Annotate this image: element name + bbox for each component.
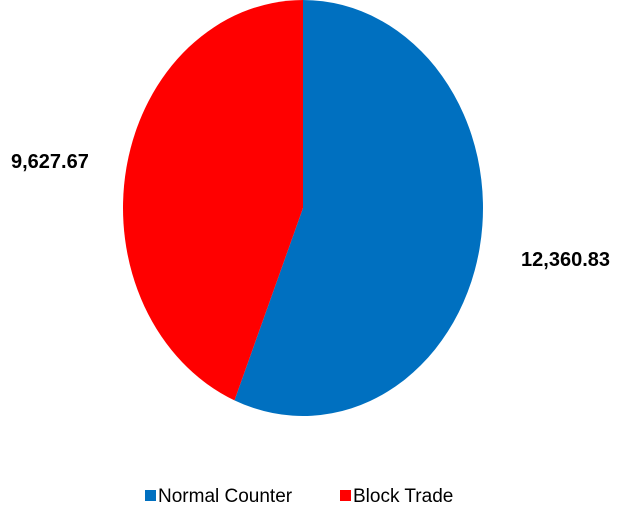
pie-slice-block-trade [123,0,304,401]
data-label-block-trade: 9,627.67 [11,151,89,173]
pie-slices [123,0,483,416]
legend-label-block-trade: Block Trade [353,486,453,507]
legend-label-normal-counter: Normal Counter [158,486,293,507]
legend-item-normal-counter: Normal Counter [145,486,293,507]
pie-slice-normal-counter [234,0,483,416]
data-label-normal-counter: 12,360.83 [521,249,610,271]
legend-item-block-trade: Block Trade [340,486,453,507]
legend: Normal Counter Block Trade [145,486,453,507]
legend-swatch-normal-counter [145,490,156,501]
legend-swatch-block-trade [340,490,351,501]
